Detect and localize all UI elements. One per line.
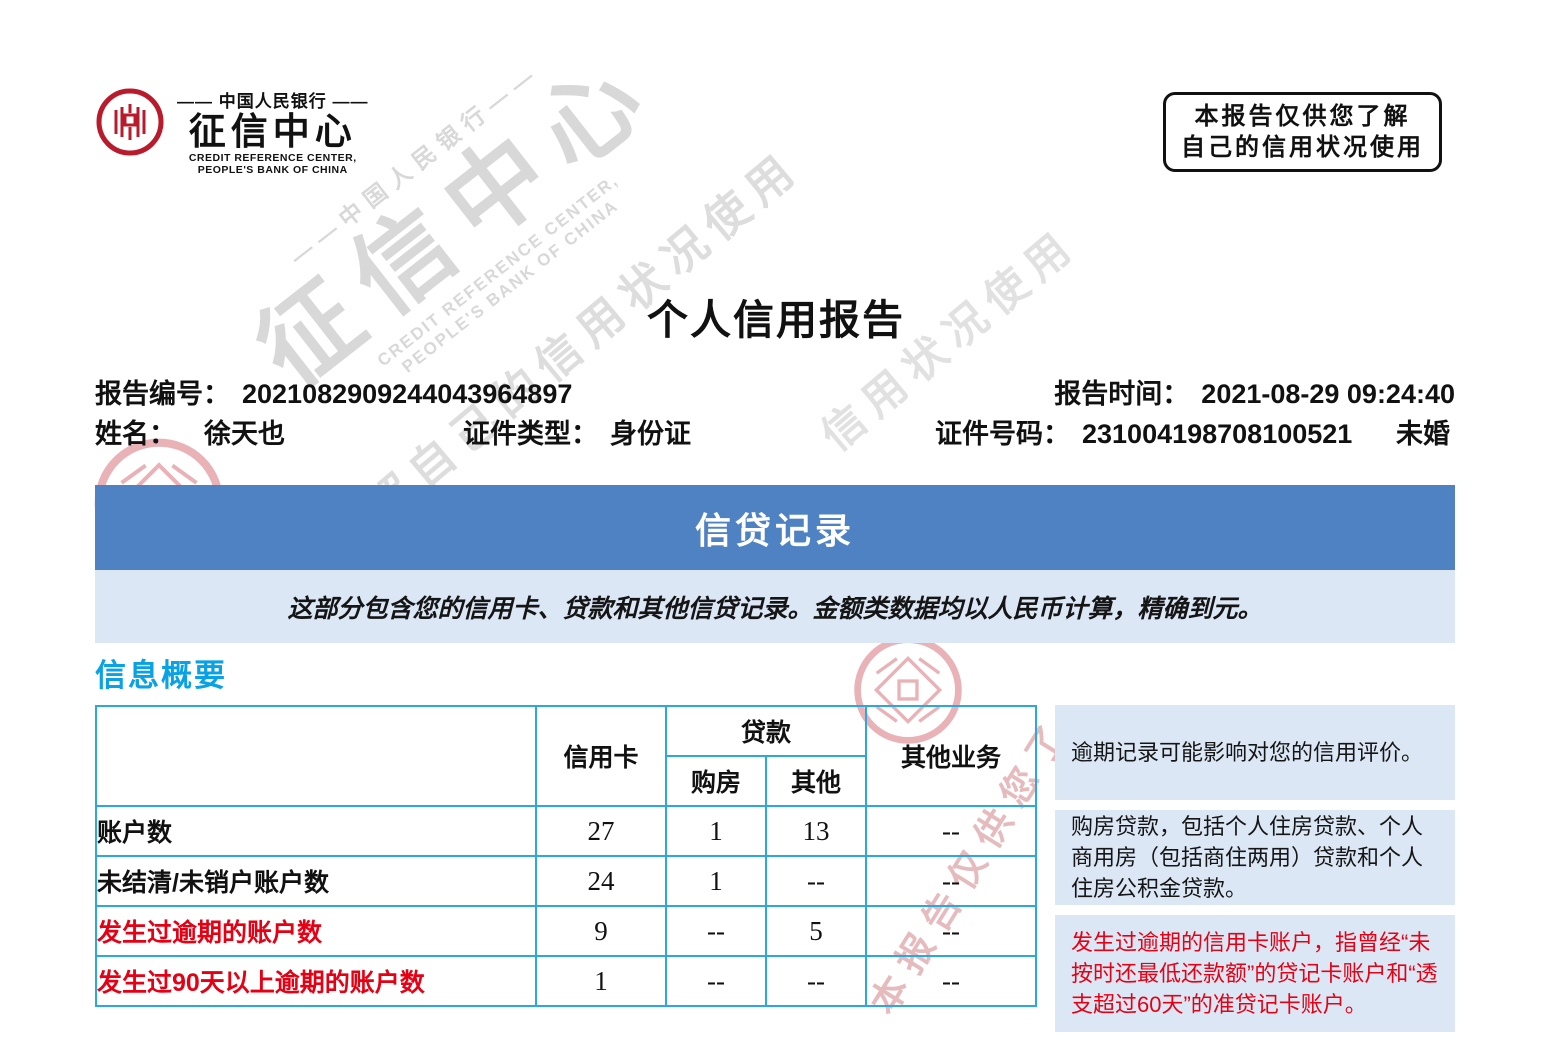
- table-header-row-2: 购房 其他: [96, 755, 1036, 807]
- logo-center-name: 征信中心: [188, 111, 357, 152]
- cell-house: --: [665, 905, 767, 957]
- cell-other: 5: [765, 905, 867, 957]
- name-value: 徐天也: [204, 419, 285, 449]
- cell-credit-card: 9: [535, 905, 667, 957]
- id-type-value: 身份证: [610, 419, 691, 449]
- id-number-label: 证件号码：: [935, 419, 1070, 449]
- logo-bank-name: —— 中国人民银行 ——: [177, 92, 369, 111]
- header-other-business: 其他业务: [865, 705, 1037, 807]
- table-row-accounts: 账户数 27 1 13 --: [95, 805, 1037, 857]
- cell-house: --: [665, 955, 767, 1007]
- row-label: 未结清/未销户账户数: [95, 855, 537, 907]
- report-number-value: 2021082909244043964897: [242, 379, 573, 409]
- note-text: 购房贷款，包括个人住房贷款、个人商用房（包括商住两用）贷款和个人住房公积金贷款。: [1071, 813, 1424, 902]
- summary-table: 信用卡 贷款 其他业务 购房 其他 账户数 27 1 13 -- 未结清/未销户…: [95, 705, 1037, 1007]
- cell-other-business: --: [865, 905, 1037, 957]
- cell-house: 1: [665, 805, 767, 857]
- section-banner-credit-records: 信贷记录: [95, 485, 1455, 570]
- header-other-loan: 其他: [765, 755, 867, 807]
- name-label: 姓名：: [95, 419, 176, 449]
- cell-credit-card: 24: [535, 855, 667, 907]
- logo-english-2: PEOPLE'S BANK OF CHINA: [197, 163, 348, 176]
- crc-logo: —— 中国人民银行 —— 征信中心 CREDIT REFERENCE CENTE…: [95, 85, 368, 176]
- cell-other: 13: [765, 805, 867, 857]
- usage-notice-box: 本报告仅供您了解 自己的信用状况使用: [1163, 92, 1442, 173]
- usage-notice-line-2: 自己的信用状况使用: [1181, 134, 1424, 162]
- holder-name: 姓名： 徐天也: [95, 412, 285, 451]
- cell-other-business: --: [865, 955, 1037, 1007]
- usage-notice-line-1: 本报告仅供您了解: [1194, 103, 1411, 130]
- cell-other-business: --: [865, 805, 1037, 857]
- cell-credit-card: 1: [535, 955, 667, 1007]
- table-corner-cell: [95, 705, 537, 807]
- cell-other: --: [765, 855, 867, 907]
- id-number-value: 231004198708100521: [1082, 419, 1353, 449]
- note-overdue-impact: 逾期记录可能影响对您的信用评价。: [1055, 705, 1455, 800]
- table-row-overdue-90days: 发生过90天以上逾期的账户数 1 -- -- --: [95, 955, 1037, 1007]
- note-overdue-card-definition: 发生过逾期的信用卡账户，指曾经“未按时还最低还款额”的贷记卡账户和“透支超过60…: [1055, 915, 1455, 1032]
- note-text: 逾期记录可能影响对您的信用评价。: [1071, 739, 1424, 765]
- report-number-label: 报告编号：: [95, 379, 230, 409]
- table-header-row-1: 信用卡 贷款 其他业务: [95, 705, 1037, 807]
- logo-english-1: CREDIT REFERENCE CENTER,: [188, 151, 357, 164]
- section-banner-subtitle: 这部分包含您的信用卡、贷款和其他信贷记录。金额类数据均以人民币计算，精确到元。: [95, 570, 1455, 643]
- header-house-loan: 购房: [665, 755, 767, 807]
- cell-other: --: [765, 955, 867, 1007]
- row-label: 账户数: [95, 805, 537, 857]
- report-number: 报告编号： 2021082909244043964897: [95, 372, 572, 411]
- report-time-value: 2021-08-29 09:24:40: [1201, 379, 1455, 409]
- row-label: 发生过逾期的账户数: [95, 905, 537, 957]
- table-row-open-accounts: 未结清/未销户账户数 24 1 -- --: [95, 855, 1037, 907]
- row-label: 发生过90天以上逾期的账户数: [95, 955, 537, 1007]
- table-row-overdue-accounts: 发生过逾期的账户数 9 -- 5 --: [95, 905, 1037, 957]
- header-credit-card: 信用卡: [535, 705, 667, 807]
- report-time: 报告时间： 2021-08-29 09:24:40: [1054, 372, 1455, 411]
- cell-other-business: --: [865, 855, 1037, 907]
- crc-emblem-icon: [96, 88, 164, 156]
- report-time-label: 报告时间：: [1054, 379, 1190, 409]
- header-loans: 贷款: [665, 705, 867, 757]
- id-number: 证件号码： 231004198708100521: [935, 412, 1352, 451]
- marital-status: 未婚: [1396, 419, 1450, 449]
- section-banner-title: 信贷记录: [694, 509, 855, 551]
- page-title: 个人信用报告: [647, 297, 905, 343]
- note-house-loan-definition: 购房贷款，包括个人住房贷款、个人商用房（包括商住两用）贷款和个人住房公积金贷款。: [1055, 810, 1455, 905]
- cell-house: 1: [665, 855, 767, 907]
- id-type-label: 证件类型：: [463, 419, 598, 449]
- cell-credit-card: 27: [535, 805, 667, 857]
- logo-text: —— 中国人民银行 —— 征信中心 CREDIT REFERENCE CENTE…: [177, 85, 368, 176]
- id-type: 证件类型： 身份证: [463, 412, 691, 451]
- summary-heading: 信息概要: [95, 658, 227, 693]
- note-text: 发生过逾期的信用卡账户，指曾经“未按时还最低还款额”的贷记卡账户和“透支超过60…: [1071, 929, 1438, 1018]
